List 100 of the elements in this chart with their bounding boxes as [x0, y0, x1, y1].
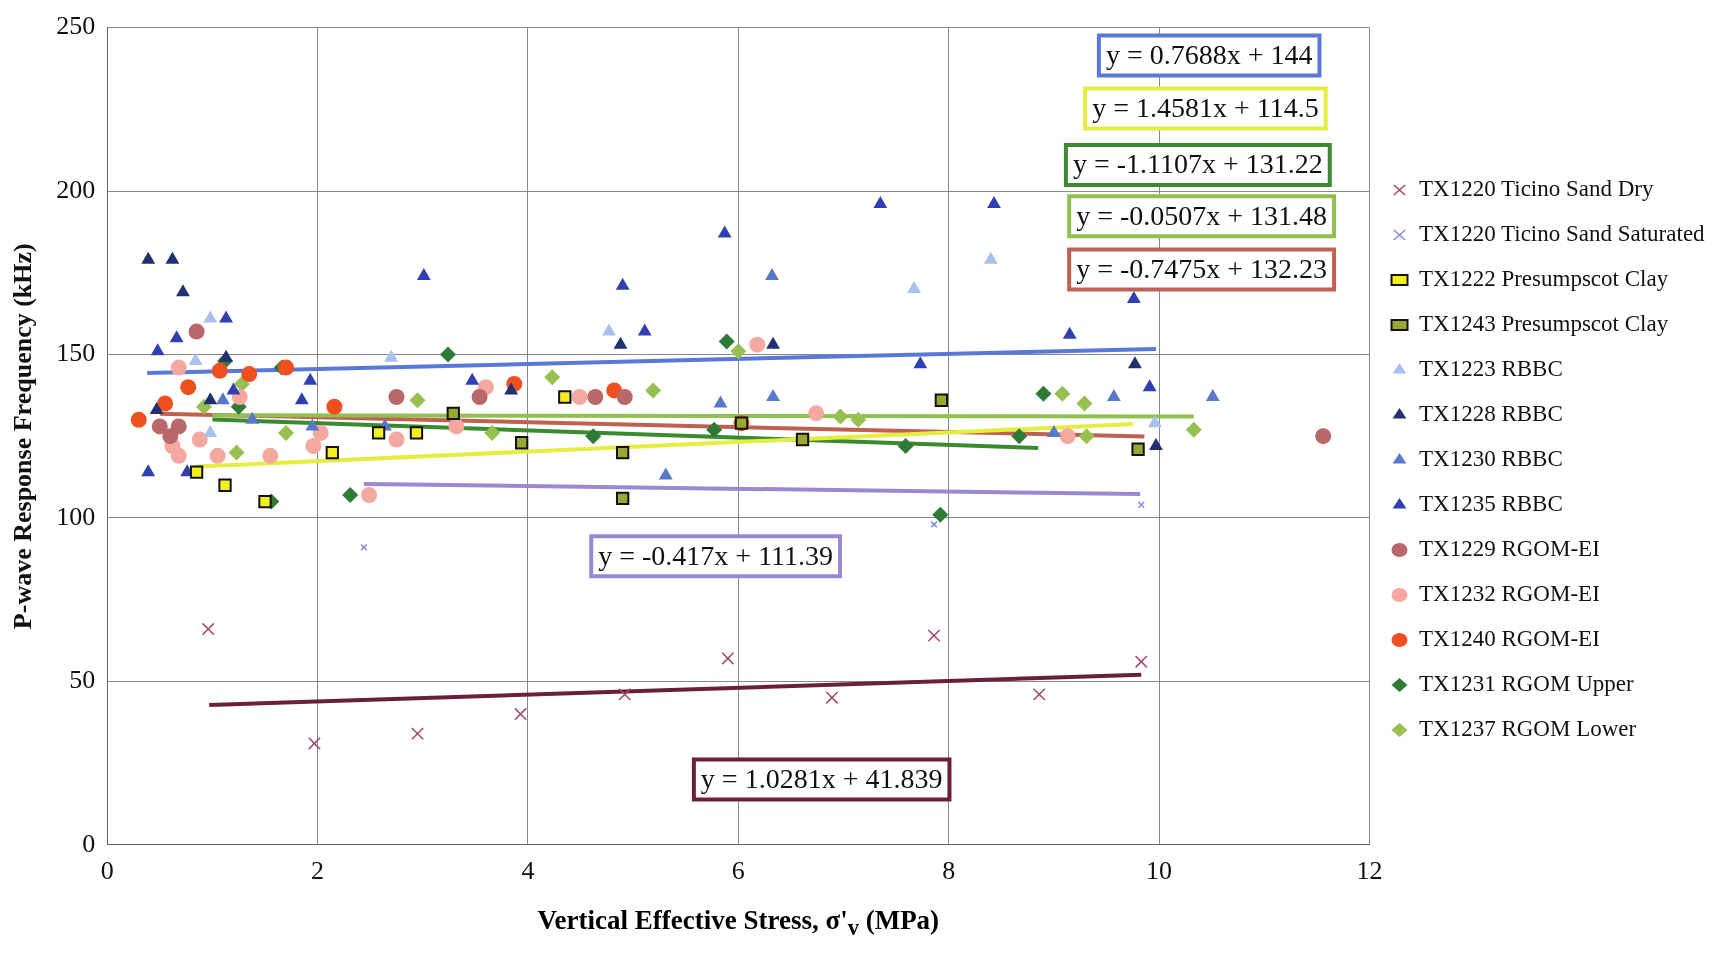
legend-label: TX1243 Presumpscot Clay [1419, 311, 1669, 337]
legend-label: TX1231 RGOM Upper [1419, 671, 1634, 697]
point [515, 436, 529, 450]
legend-label: TX1237 RGOM Lower [1419, 716, 1637, 742]
point [218, 478, 232, 492]
point [749, 336, 766, 353]
point [615, 445, 630, 460]
point [188, 323, 205, 340]
point [241, 366, 258, 383]
point [718, 333, 735, 350]
x-tick-label: 12 [1356, 856, 1383, 886]
point [713, 395, 728, 408]
legend-label: TX1240 RGOM-EI [1419, 626, 1600, 652]
point [188, 353, 203, 366]
point [219, 310, 233, 323]
point [409, 392, 426, 409]
point [983, 251, 998, 264]
point [504, 382, 519, 395]
point [195, 398, 212, 415]
point [416, 268, 431, 281]
point [1134, 655, 1148, 669]
annotation: y = -0.417x + 111.39 [598, 539, 834, 571]
point [361, 487, 378, 504]
point [832, 408, 849, 425]
y-tick-label: 0 [82, 828, 96, 858]
point [932, 506, 949, 523]
point [1315, 428, 1332, 445]
point [149, 402, 164, 415]
point [465, 372, 480, 385]
point [618, 688, 632, 701]
point [219, 349, 233, 362]
point [151, 418, 168, 435]
point [766, 336, 780, 349]
point [162, 428, 179, 445]
point [1062, 326, 1077, 339]
point [325, 445, 339, 460]
point [1131, 442, 1145, 456]
point [189, 465, 204, 479]
point [308, 737, 321, 750]
legend-label: TX1232 RGOM-EI [1419, 581, 1600, 607]
point [294, 392, 309, 405]
point [157, 395, 174, 412]
point [1128, 356, 1142, 369]
point [312, 424, 329, 441]
x-tick-label: 10 [1146, 856, 1173, 886]
legend-label: TX1229 RGOM-EI [1419, 536, 1600, 562]
y-tick-label: 200 [56, 174, 96, 204]
point [927, 629, 941, 642]
point [987, 196, 1001, 209]
point [766, 388, 780, 401]
point [514, 707, 528, 721]
legend-label: TX1223 RBBC [1419, 356, 1563, 382]
annotation: y = 1.0281x + 41.839 [700, 762, 943, 794]
point [411, 727, 424, 741]
point [602, 323, 616, 336]
point [637, 323, 652, 336]
point [934, 393, 949, 407]
point [203, 424, 218, 437]
point [165, 251, 180, 264]
annotation: y = 0.7688x + 144 [1105, 38, 1313, 70]
point [201, 622, 215, 636]
annotation: y = -1.1107x + 131.22 [1072, 148, 1323, 180]
point [388, 431, 405, 448]
point [278, 424, 295, 441]
annotation: y = -0.0507x + 131.48 [1076, 199, 1328, 231]
point [203, 310, 218, 323]
point [1106, 388, 1121, 401]
y-tick-label: 50 [69, 665, 96, 695]
point [730, 343, 747, 360]
y-tick-label: 250 [56, 11, 96, 41]
point [384, 349, 399, 362]
point [1054, 385, 1071, 402]
x-axis-title: Vertical Effective Stress, σ'$_{v}$ (MPa) [537, 905, 940, 942]
point [130, 411, 147, 428]
point [913, 356, 928, 369]
legend-label: TX1220 Ticino Sand Saturated [1419, 221, 1706, 247]
point [873, 196, 888, 209]
point [262, 447, 279, 464]
point [587, 388, 604, 405]
legend-label: TX1235 RBBC [1419, 491, 1563, 517]
x-tick-label: 2 [311, 856, 325, 886]
point [326, 398, 343, 415]
point [170, 447, 187, 464]
point [141, 251, 156, 264]
point [150, 343, 165, 356]
point [170, 418, 187, 435]
point [176, 284, 190, 297]
point [245, 411, 260, 424]
point [765, 268, 779, 281]
point [1032, 688, 1046, 701]
point [615, 277, 630, 290]
point [706, 421, 723, 438]
point [305, 438, 322, 455]
point [180, 379, 197, 396]
y-tick-label: 100 [56, 501, 96, 531]
point [388, 388, 405, 405]
point [226, 382, 241, 395]
point [305, 418, 320, 431]
point [169, 330, 184, 343]
point [203, 392, 218, 405]
